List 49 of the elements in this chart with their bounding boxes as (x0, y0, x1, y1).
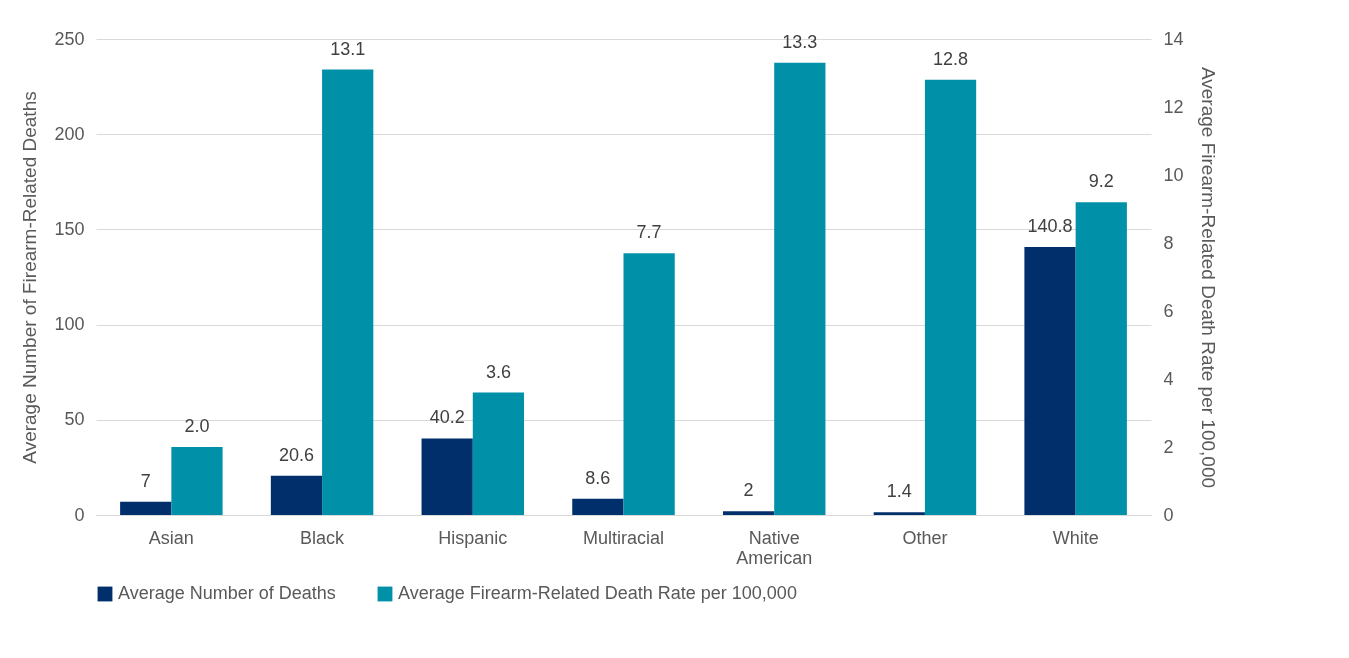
data-label: 40.2 (429, 407, 465, 428)
legend-label: Average Number of Deaths (118, 583, 336, 603)
x-tick-label: Multiracial (582, 527, 665, 548)
data-label: 2.0 (184, 416, 210, 436)
data-label: 3.6 (485, 361, 511, 382)
bar (873, 512, 925, 515)
data-label: 13.1 (330, 38, 366, 59)
bar (572, 498, 624, 515)
y-tick-label: 250 (54, 28, 85, 49)
y2-tick-label: 4 (1163, 368, 1174, 389)
bar (171, 447, 223, 515)
y2-tick-label: 12 (1163, 96, 1184, 117)
y2-tick-label: 8 (1163, 232, 1174, 253)
y-tick-label: 0 (74, 504, 85, 525)
x-tick-label: Other (902, 527, 948, 548)
data-label: 12.8 (933, 48, 969, 69)
y-tick-label: 100 (54, 314, 85, 335)
data-label: 7.7 (636, 222, 662, 243)
data-label: 8.6 (585, 467, 611, 488)
data-label: 7 (140, 470, 151, 491)
legend-label: Average Firearm-Related Death Rate per 100,000 (398, 583, 797, 603)
x-tick-label: White (1052, 527, 1099, 548)
data-label: 9.2 (1088, 171, 1114, 192)
bar (322, 69, 374, 515)
bar (722, 511, 775, 515)
x-tick-label: Hispanic (438, 527, 508, 548)
x-tick-label: Asian (148, 527, 194, 548)
bar (270, 475, 323, 515)
y2-axis-title: Average Firearm-Related Death Rate per 100,000 (1197, 66, 1219, 489)
x-tick-label: Black (300, 527, 346, 548)
y2-tick-label: 0 (1163, 504, 1174, 525)
y-tick-label: 200 (54, 123, 85, 144)
bar (924, 79, 977, 515)
x-tick-label: Native American (736, 527, 813, 568)
y-axis-title: Average Number of Firearm-Related Deaths (19, 91, 41, 464)
data-label: 20.6 (278, 444, 314, 465)
y-tick-label: 150 (54, 218, 85, 239)
y2-tick-label: 10 (1163, 164, 1184, 185)
data-label: 1.4 (886, 481, 912, 502)
data-label: 13.3 (782, 31, 818, 52)
data-label: 140.8 (1027, 215, 1073, 236)
bar (120, 501, 172, 515)
bar (623, 253, 675, 515)
y2-tick-label: 2 (1163, 436, 1174, 457)
y-tick-label: 50 (64, 409, 85, 430)
bar (774, 62, 826, 515)
y2-tick-label: 6 (1163, 300, 1174, 321)
data-label: 2 (743, 480, 754, 501)
y2-tick-label: 14 (1163, 28, 1184, 49)
